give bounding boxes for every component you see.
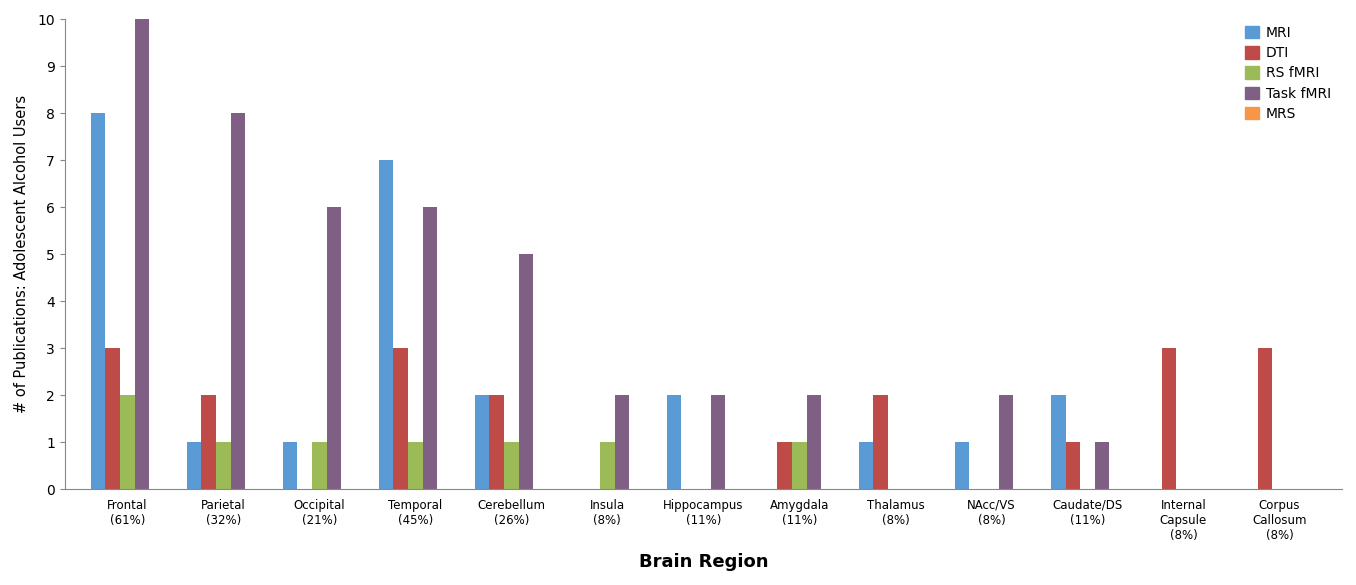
- Bar: [792, 442, 807, 489]
- Bar: [614, 395, 629, 489]
- Bar: [327, 207, 342, 489]
- Bar: [1066, 442, 1081, 489]
- Bar: [134, 19, 149, 489]
- Bar: [187, 442, 201, 489]
- Bar: [777, 442, 792, 489]
- Bar: [1051, 395, 1066, 489]
- Bar: [475, 395, 490, 489]
- Y-axis label: # of Publications: Adolescent Alcohol Users: # of Publications: Adolescent Alcohol Us…: [14, 95, 28, 414]
- Bar: [599, 442, 614, 489]
- Bar: [119, 395, 134, 489]
- Bar: [807, 395, 822, 489]
- Bar: [106, 348, 119, 489]
- Bar: [955, 442, 970, 489]
- Bar: [231, 113, 245, 489]
- Bar: [518, 254, 533, 489]
- Bar: [378, 160, 393, 489]
- Bar: [201, 395, 216, 489]
- Bar: [282, 442, 297, 489]
- Bar: [1162, 348, 1176, 489]
- Bar: [873, 395, 888, 489]
- Bar: [1257, 348, 1272, 489]
- Bar: [408, 442, 423, 489]
- Bar: [312, 442, 327, 489]
- Bar: [858, 442, 873, 489]
- Bar: [216, 442, 231, 489]
- Bar: [490, 395, 504, 489]
- Bar: [667, 395, 682, 489]
- Bar: [91, 113, 106, 489]
- Bar: [1094, 442, 1109, 489]
- Bar: [393, 348, 408, 489]
- Bar: [504, 442, 518, 489]
- Bar: [711, 395, 725, 489]
- X-axis label: Brain Region: Brain Region: [639, 553, 767, 571]
- Legend: MRI, DTI, RS fMRI, Task fMRI, MRS: MRI, DTI, RS fMRI, Task fMRI, MRS: [1241, 22, 1336, 125]
- Bar: [999, 395, 1013, 489]
- Bar: [423, 207, 437, 489]
